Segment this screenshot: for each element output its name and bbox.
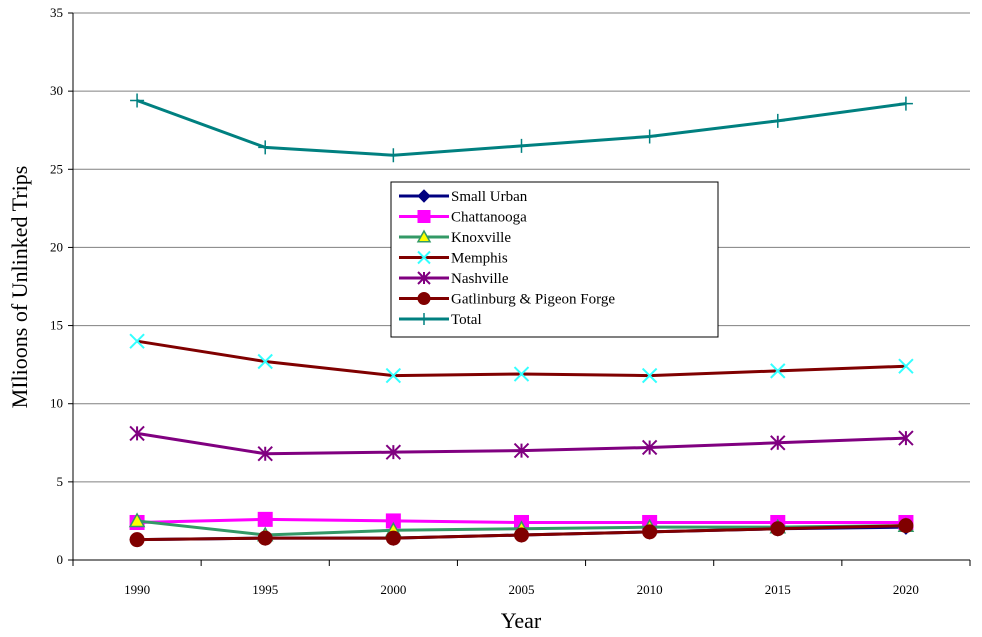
- data-point: [385, 530, 401, 546]
- data-point: [514, 527, 529, 543]
- x-tick-label: 2015: [765, 582, 791, 597]
- data-point: [416, 229, 432, 243]
- data-point: [258, 140, 273, 155]
- data-point: [641, 367, 658, 384]
- legend-box: [390, 181, 719, 338]
- data-point: [129, 333, 145, 349]
- data-point: [385, 444, 402, 460]
- axes: 0 5 10 15 20 25 30 35 1990 1995 2000 2005 2010 2015 20…: [50, 5, 971, 597]
- legend: Small Urban Chattanooga Knoxville Memphis Na…: [390, 181, 719, 338]
- legend-label: Gatlinburg & Pigeon Forge: [451, 292, 615, 308]
- data-point: [898, 358, 914, 374]
- data-point: [257, 446, 273, 462]
- data-point: [257, 353, 273, 370]
- data-point: [898, 518, 914, 534]
- data-point: [514, 138, 529, 153]
- data-point: [770, 435, 786, 451]
- y-tick-label: 0: [57, 552, 64, 567]
- data-point: [898, 430, 914, 446]
- x-tick-label: 2005: [509, 582, 535, 597]
- data-point: [257, 530, 273, 546]
- series-3: [129, 333, 914, 384]
- data-point: [417, 189, 431, 203]
- y-axis-title: MIlioons of Unlinked Trips: [7, 166, 32, 409]
- data-point: [128, 512, 146, 528]
- data-point: [642, 524, 658, 540]
- legend-label: Memphis: [451, 251, 508, 267]
- x-axis-title: Year: [501, 608, 542, 633]
- legend-label: Chattanooga: [451, 210, 527, 226]
- legend-label: Total: [451, 312, 482, 328]
- legend-label: Small Urban: [451, 189, 528, 205]
- y-tick-label: 5: [57, 474, 64, 489]
- x-tick-label: 2000: [380, 582, 406, 597]
- data-point: [130, 93, 145, 108]
- data-point: [770, 113, 785, 128]
- y-tick-label: 35: [50, 5, 63, 20]
- series-5: [129, 518, 914, 548]
- data-point: [770, 363, 786, 379]
- data-point: [417, 210, 431, 223]
- series-4: [129, 425, 914, 462]
- data-point: [417, 271, 431, 285]
- y-tick-label: 15: [50, 318, 63, 333]
- x-tick-label: 1995: [252, 582, 278, 597]
- legend-label: Nashville: [451, 271, 509, 287]
- data-point: [641, 439, 658, 456]
- y-tick-label: 30: [50, 83, 63, 98]
- series-6: [130, 93, 913, 163]
- x-tick-label: 2010: [637, 582, 663, 597]
- data-point: [417, 292, 431, 305]
- data-point: [642, 129, 657, 144]
- y-tick-label: 25: [50, 161, 63, 176]
- series: [128, 93, 915, 548]
- data-point: [513, 442, 530, 459]
- data-point: [386, 148, 401, 163]
- x-tick-label: 2020: [893, 582, 919, 597]
- data-point: [257, 511, 273, 527]
- data-point: [898, 96, 913, 111]
- data-point: [129, 425, 145, 442]
- y-tick-label: 10: [50, 396, 63, 411]
- data-point: [418, 313, 430, 325]
- y-tick-label: 20: [50, 239, 63, 254]
- data-point: [417, 250, 431, 265]
- data-point: [129, 532, 145, 548]
- legend-label: Knoxville: [451, 230, 511, 246]
- series-line: [136, 339, 906, 378]
- data-point: [770, 521, 786, 537]
- data-point: [513, 366, 530, 382]
- x-tick-label: 1990: [124, 582, 150, 597]
- data-point: [385, 367, 402, 384]
